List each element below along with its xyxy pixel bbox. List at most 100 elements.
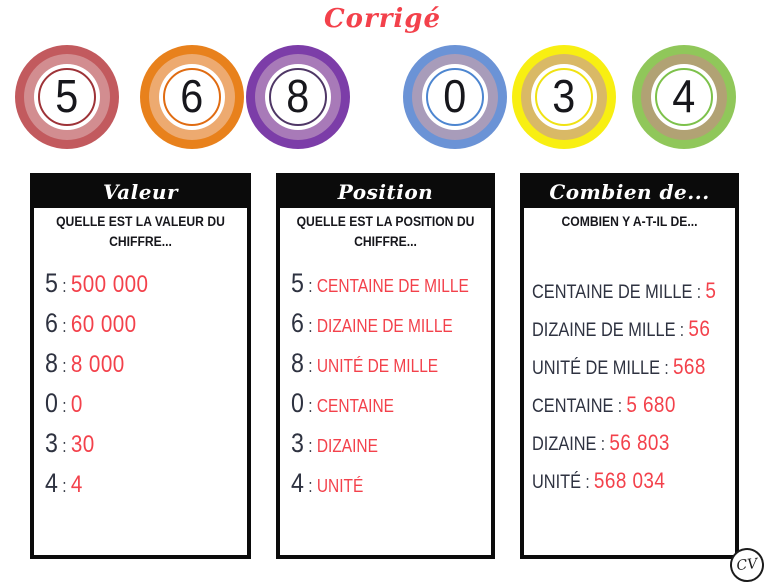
answer-list: 5:500 000 6:60 000 8:8 000 0:0 3:30 4:4 [34, 268, 247, 508]
answer-row: UNITÉ:568 034 [532, 468, 707, 506]
row-label: DIZAINE [532, 433, 597, 455]
panel-subtitle: QUELLE EST LA VALEUR DU CHIFFRE... [56, 214, 225, 249]
badge-white-disc: 8 [265, 64, 331, 130]
answer-list: 5: CENTAINE DE MILLE 6: DIZAINE DE MILLE 8… [280, 268, 491, 508]
row-separator: : [585, 471, 590, 492]
row-value: 30 [70, 431, 95, 458]
row-value: 56 803 [609, 429, 670, 455]
row-label: 0 [45, 388, 58, 418]
badge-digit: 8 [286, 69, 310, 122]
panel-header: Valeur [34, 177, 247, 208]
row-label: UNITÉ DE MILLE [532, 357, 661, 379]
panel-header: Combien de... [524, 177, 735, 208]
row-label: UNITÉ [532, 471, 582, 493]
row-separator: : [62, 356, 67, 376]
badge-outer-ring: 6 [140, 45, 244, 149]
answer-row: DIZAINE:56 803 [532, 430, 707, 468]
badge-outer-ring: 5 [15, 45, 119, 149]
row-value: 8 000 [70, 351, 125, 378]
answer-row: 8: UNITÉ DE MILLE [291, 348, 463, 388]
number-badge: 8 [246, 45, 350, 149]
row-value: 0 [70, 391, 83, 418]
badge-thin-circle: 5 [38, 68, 96, 126]
answer-row: CENTAINE:5 680 [532, 392, 707, 430]
answer-row: 3:30 [45, 428, 219, 468]
badge-outer-ring: 4 [632, 45, 736, 149]
badge-white-disc: 0 [422, 64, 488, 130]
badge-digit: 3 [552, 69, 576, 122]
row-label: 4 [291, 468, 304, 498]
row-label: 8 [291, 348, 304, 378]
answer-row: 4: UNITÉ [291, 468, 463, 508]
number-badge: 3 [512, 45, 616, 149]
row-label: 0 [291, 388, 304, 418]
row-value: DIZAINE [316, 436, 378, 456]
row-separator: : [62, 276, 67, 296]
row-label: DIZAINE DE MILLE [532, 319, 676, 341]
badge-inner-ring: 3 [521, 54, 607, 140]
row-label: 4 [45, 468, 58, 498]
row-value: 568 034 [593, 467, 666, 493]
badge-white-disc: 4 [651, 64, 717, 130]
badge-white-disc: 5 [34, 64, 100, 130]
badge-inner-ring: 4 [641, 54, 727, 140]
row-separator: : [308, 436, 313, 456]
row-value: CENTAINE [316, 396, 394, 416]
row-label: 6 [45, 308, 58, 338]
number-badge: 4 [632, 45, 736, 149]
answer-row: 6: DIZAINE DE MILLE [291, 308, 463, 348]
badge-outer-ring: 8 [246, 45, 350, 149]
answer-row: 5: CENTAINE DE MILLE [291, 268, 469, 308]
row-label: CENTAINE [532, 395, 614, 417]
badge-thin-circle: 3 [535, 68, 593, 126]
row-separator: : [600, 433, 606, 454]
answer-list: CENTAINE DE MILLE:5 DIZAINE DE MILLE:56 … [524, 278, 735, 506]
badge-thin-circle: 6 [163, 68, 221, 126]
row-separator: : [308, 396, 313, 416]
row-separator: : [308, 276, 313, 296]
answer-row: 8:8 000 [45, 348, 219, 388]
panel-valeur: Valeur QUELLE EST LA VALEUR DU CHIFFRE..… [30, 173, 251, 559]
number-badge: 5 [15, 45, 119, 149]
row-value: UNITÉ [316, 476, 364, 496]
row-separator: : [62, 396, 67, 416]
badge-digit: 4 [672, 69, 696, 122]
row-label: 5 [45, 268, 58, 298]
row-label: 5 [291, 268, 304, 298]
answer-row: CENTAINE DE MILLE:5 [532, 278, 716, 316]
answer-row: 3: DIZAINE [291, 428, 463, 468]
row-value: 60 000 [70, 311, 137, 338]
badge-white-disc: 3 [531, 64, 597, 130]
row-value: 568 [672, 353, 706, 379]
row-value: 5 680 [626, 391, 676, 417]
row-label: 3 [291, 428, 304, 458]
row-value: 5 [705, 277, 717, 303]
page-title: Corrigé [323, 4, 442, 34]
row-value: DIZAINE DE MILLE [316, 316, 453, 336]
badge-inner-ring: 6 [149, 54, 235, 140]
answer-row: 0: CENTAINE [291, 388, 463, 428]
panel-combien-de: Combien de... COMBIEN Y A-T-IL DE... CEN… [520, 173, 739, 559]
row-label: CENTAINE DE MILLE [532, 281, 693, 303]
row-label: 8 [45, 348, 58, 378]
row-separator: : [62, 316, 67, 336]
row-separator: : [617, 395, 623, 416]
row-value: CENTAINE DE MILLE [316, 276, 469, 296]
badge-thin-circle: 8 [269, 68, 327, 126]
number-badge: 0 [403, 45, 507, 149]
badge-thin-circle: 4 [655, 68, 713, 126]
panel-subtitle: COMBIEN Y A-T-IL DE... [561, 214, 698, 229]
badge-outer-ring: 3 [512, 45, 616, 149]
number-badge: 6 [140, 45, 244, 149]
row-separator: : [308, 316, 313, 336]
row-value: 56 [688, 315, 711, 341]
answer-row: DIZAINE DE MILLE:56 [532, 315, 711, 354]
row-value: UNITÉ DE MILLE [316, 356, 439, 376]
row-value: 500 000 [70, 271, 149, 298]
row-value: 4 [70, 471, 83, 498]
badge-inner-ring: 8 [255, 54, 341, 140]
badge-white-disc: 6 [159, 64, 225, 130]
row-separator: : [62, 436, 67, 456]
row-separator: : [664, 357, 669, 378]
answer-row: 4:4 [45, 468, 219, 508]
